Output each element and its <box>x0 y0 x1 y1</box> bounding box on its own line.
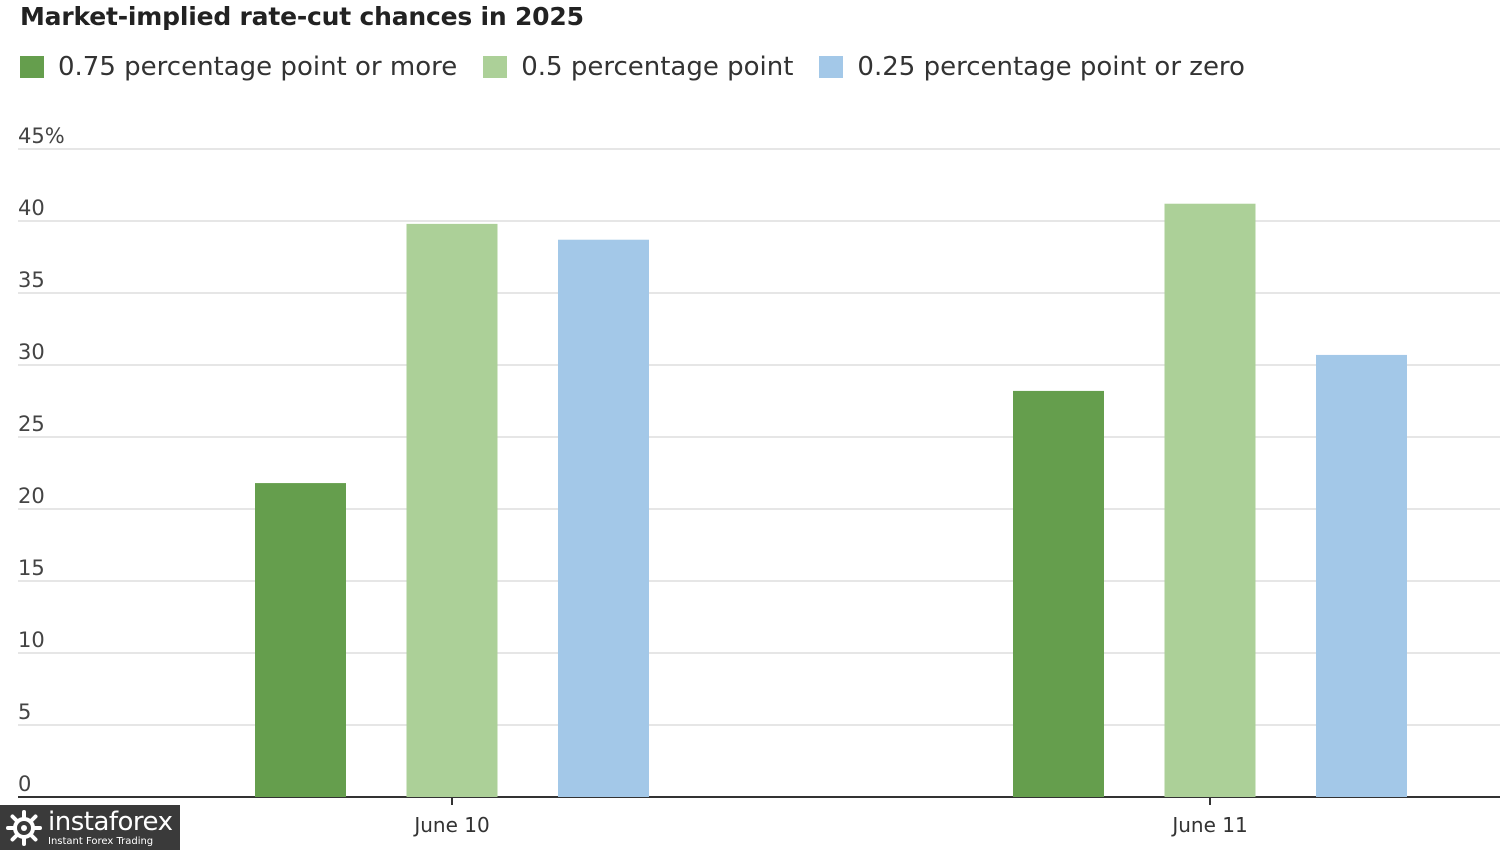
y-tick-label: 15 <box>18 556 45 580</box>
logo-tagline: Instant Forex Trading <box>48 835 154 847</box>
bar <box>255 483 346 797</box>
y-tick-label: 45% <box>18 124 65 148</box>
y-tick-label: 0 <box>18 772 31 796</box>
y-tick-label: 40 <box>18 196 45 220</box>
chart-title: Market-implied rate-cut chances in 2025 <box>20 2 584 31</box>
bar <box>558 239 649 798</box>
y-tick-label: 5 <box>18 700 31 724</box>
y-tick-label: 10 <box>18 628 45 652</box>
legend-item-series-2: 0.5 percentage point <box>483 52 793 82</box>
y-tick-label: 35 <box>18 268 45 292</box>
bar <box>1164 203 1256 798</box>
chart-legend: 0.75 percentage point or more 0.5 percen… <box>20 52 1271 82</box>
legend-swatch-series-3 <box>819 56 844 78</box>
y-tick-label: 30 <box>18 340 45 364</box>
legend-label-series-2: 0.5 percentage point <box>521 52 794 82</box>
y-tick-label: 20 <box>18 484 45 508</box>
legend-swatch-series-1 <box>20 56 44 78</box>
y-tick-label: 25 <box>18 412 45 436</box>
x-tick-label: June 10 <box>412 813 489 837</box>
bar <box>1013 390 1104 797</box>
legend-item-series-1: 0.75 percentage point or more <box>20 52 457 82</box>
bar <box>1316 354 1407 797</box>
instaforex-logo: instaforex Instant Forex Trading <box>0 805 180 850</box>
instaforex-logo-icon <box>6 809 42 846</box>
bar <box>406 223 498 797</box>
legend-label-series-1: 0.75 percentage point or more <box>58 52 458 82</box>
legend-item-series-3: 0.25 percentage point or zero <box>819 52 1245 82</box>
legend-swatch-series-2 <box>483 56 508 78</box>
logo-name: instaforex <box>48 806 173 837</box>
x-tick-label: June 11 <box>1170 813 1247 837</box>
legend-label-series-3: 0.25 percentage point or zero <box>857 52 1245 82</box>
